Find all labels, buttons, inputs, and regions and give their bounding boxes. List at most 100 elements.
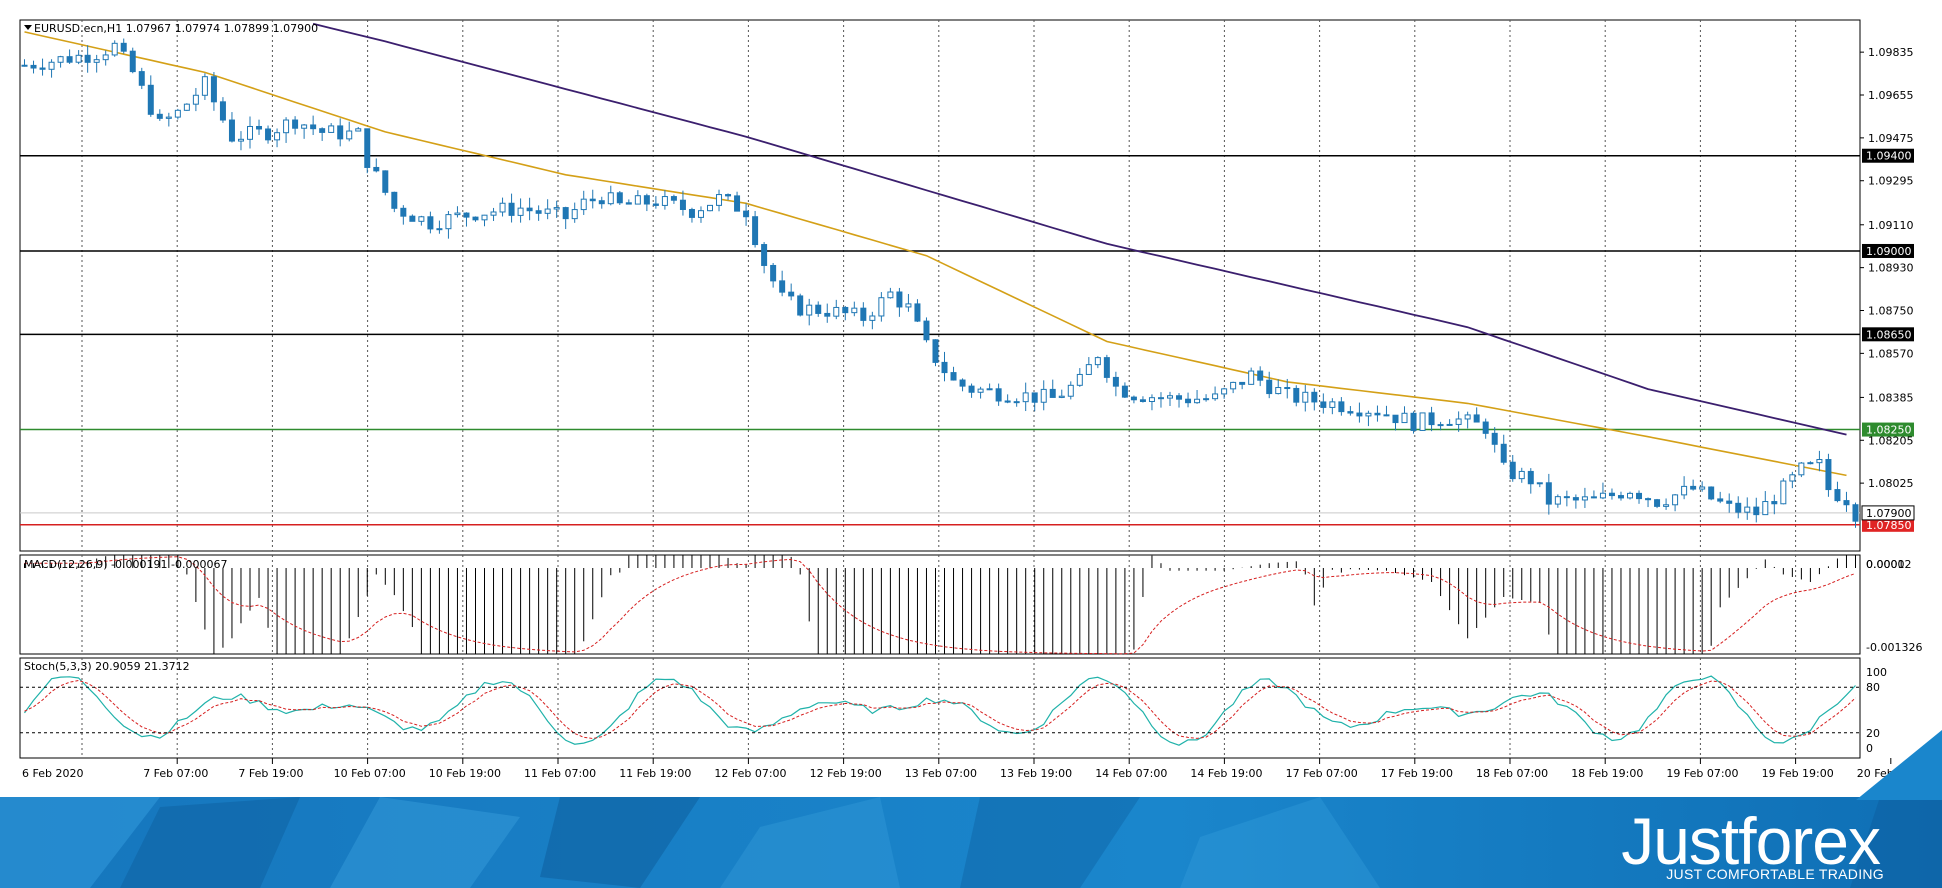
candle-body xyxy=(752,216,759,246)
candle-body xyxy=(625,202,632,205)
candle-body xyxy=(48,61,55,70)
candle-body xyxy=(364,128,371,168)
candle-body xyxy=(1681,485,1688,496)
candle-body xyxy=(670,196,677,201)
price-tick-label: 1.09295 xyxy=(1868,175,1914,188)
candle-body xyxy=(977,388,984,393)
candle-body xyxy=(1780,480,1787,505)
price-tick-label: 1.08750 xyxy=(1868,305,1914,318)
price-tick-label: 1.08570 xyxy=(1868,347,1914,360)
stoch-pane[interactable]: Stoch(5,3,3) 20.9059 21.3712 100 80 20 0 xyxy=(19,657,1887,759)
candle-body xyxy=(1392,414,1399,424)
candle-body xyxy=(427,216,434,230)
candle-body xyxy=(1527,470,1534,485)
candle-body xyxy=(355,128,362,132)
macd-pane[interactable]: MACD(12,26,9) -0.000191 -0.000067 0.0001… xyxy=(19,554,1922,655)
price-tick-label: 1.09110 xyxy=(1868,219,1914,232)
time-tick-label: 19 Feb 19:00 xyxy=(1762,767,1834,780)
candle-body xyxy=(1076,373,1083,386)
candle-body xyxy=(1293,387,1300,403)
candle-body xyxy=(156,113,163,119)
candle-body xyxy=(1094,357,1101,366)
candle-body xyxy=(1275,387,1282,395)
candle-body xyxy=(111,42,118,56)
candle-body xyxy=(1563,496,1570,499)
candle-body xyxy=(192,94,199,105)
time-tick-label: 17 Feb 19:00 xyxy=(1381,767,1453,780)
candle-body xyxy=(959,379,966,387)
level-price-label: 1.09400 xyxy=(1866,150,1912,163)
candle-body xyxy=(1473,414,1480,423)
candle-body xyxy=(761,244,768,266)
candle-body xyxy=(707,204,713,212)
candle-body xyxy=(1572,497,1579,501)
candle-body xyxy=(743,210,750,218)
candle-body xyxy=(1176,395,1183,400)
candle-body xyxy=(1491,432,1498,445)
candle-body xyxy=(1040,388,1047,403)
candle-body xyxy=(896,291,903,308)
candle-body xyxy=(337,125,344,140)
candle-body xyxy=(445,214,452,230)
collapse-triangle-icon[interactable] xyxy=(24,25,32,30)
candle-body xyxy=(734,195,741,212)
candle-body xyxy=(1320,401,1327,408)
candle-body xyxy=(1248,370,1255,385)
current-price-tag xyxy=(1861,505,1915,521)
candle-body xyxy=(228,119,235,142)
price-tick-label: 1.08025 xyxy=(1868,477,1914,490)
candle-body xyxy=(1383,414,1390,417)
price-tick-label: 1.09655 xyxy=(1868,89,1914,102)
candle-body xyxy=(1130,396,1137,401)
candle-body xyxy=(39,67,46,70)
candle-body xyxy=(1500,443,1507,463)
current-price-label: 1.07900 xyxy=(1866,507,1912,520)
candle-body xyxy=(409,215,416,222)
trading-chart[interactable]: 1.09400 1.09000 1.08650 1.08250 1.078501.079… xyxy=(0,0,1942,797)
candle-body xyxy=(824,312,831,317)
candle-body xyxy=(1139,399,1146,402)
candle-body xyxy=(1437,424,1444,427)
time-tick-label: 14 Feb 07:00 xyxy=(1095,767,1167,780)
price-pane[interactable]: 1.09400 1.09000 1.08650 1.08250 1.078501.079… xyxy=(19,19,1915,552)
stoch-tick-label: 80 xyxy=(1866,681,1880,694)
candle-body xyxy=(1464,414,1471,420)
time-tick-label: 12 Feb 19:00 xyxy=(810,767,882,780)
time-tick-label: 17 Feb 07:00 xyxy=(1286,767,1358,780)
candle-body xyxy=(1004,400,1011,403)
candle-body xyxy=(1230,381,1237,390)
candle-body xyxy=(1663,504,1670,507)
time-tick-label: 6 Feb 2020 xyxy=(22,767,83,780)
candle-body xyxy=(1581,496,1588,501)
candle-body xyxy=(571,209,578,220)
candle-body xyxy=(1049,388,1056,398)
candle-body xyxy=(598,200,605,205)
candle-body xyxy=(652,203,659,206)
candle-body xyxy=(319,128,326,133)
candle-body xyxy=(1834,489,1841,502)
time-tick-label: 7 Feb 19:00 xyxy=(238,767,303,780)
candle-body xyxy=(1545,482,1552,505)
candle-body xyxy=(1627,492,1633,499)
candle-body xyxy=(1031,392,1038,403)
candle-body xyxy=(463,212,470,218)
macd-tick-top-a: 0.00012 xyxy=(1866,558,1912,571)
stoch-pane-frame xyxy=(19,657,1861,759)
candle-body xyxy=(247,125,253,140)
level-price-label: 1.08650 xyxy=(1866,328,1912,341)
candle-body xyxy=(725,194,732,197)
level-price-tag xyxy=(1862,243,1914,258)
candle-body xyxy=(887,291,894,299)
candle-body xyxy=(1410,412,1417,431)
candle-body xyxy=(544,208,551,214)
candle-body xyxy=(815,304,822,314)
candle-body xyxy=(1203,398,1210,401)
stoch-tick-label: 100 xyxy=(1866,666,1887,679)
candle-body xyxy=(1446,423,1453,426)
candle-body xyxy=(1690,485,1697,490)
candle-body xyxy=(346,130,353,140)
stoch-title: Stoch(5,3,3) 20.9059 21.3712 xyxy=(24,660,190,673)
candle-body xyxy=(986,388,993,391)
horizontal-levels[interactable]: 1.09400 1.09000 1.08650 1.08250 1.078501.079… xyxy=(20,148,1915,532)
candle-body xyxy=(1058,395,1065,398)
